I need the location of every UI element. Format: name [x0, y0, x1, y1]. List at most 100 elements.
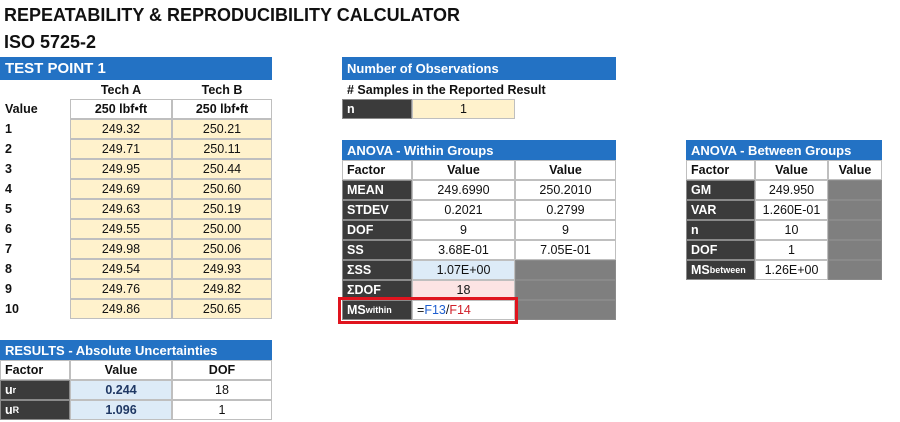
text-part: ΣSS [347, 263, 372, 277]
value-cell: 249.98 [70, 239, 172, 259]
value-cell: 249.86 [70, 299, 172, 319]
factor-cell: ΣSS [342, 260, 412, 280]
empty-cell [828, 180, 882, 200]
value-cell: 1.260E-01 [755, 200, 828, 220]
factor-cell: DOF [686, 240, 755, 260]
value-cell: 249.69 [70, 179, 172, 199]
nominal-cell: 250 lbf•ft [172, 99, 272, 119]
text-part: SS [347, 243, 364, 257]
column-header: Tech B [172, 80, 272, 99]
section-header: ANOVA - Between Groups [686, 140, 882, 160]
empty-cell [515, 300, 616, 320]
text-part: ΣDOF [347, 283, 381, 297]
row-number: 6 [5, 222, 12, 236]
value-cell: 250.60 [172, 179, 272, 199]
value-cell: 250.19 [172, 199, 272, 219]
column-header: Value [828, 160, 882, 180]
value-cell: 249.63 [70, 199, 172, 219]
row-number: 10 [5, 302, 19, 316]
empty-cell [828, 240, 882, 260]
value-cell: 1 [172, 400, 272, 420]
section-header: RESULTS - Absolute Uncertainties [0, 340, 272, 360]
row-number: 8 [5, 262, 12, 276]
text-part: MEAN [347, 183, 384, 197]
factor-cell: MS between [686, 260, 755, 280]
empty-cell [828, 220, 882, 240]
column-header: Value [70, 360, 172, 380]
value-cell: 250.00 [172, 219, 272, 239]
column-header: Value [755, 160, 828, 180]
factor-cell: n [342, 99, 412, 119]
row-number: 5 [5, 202, 12, 216]
value-cell: 249.55 [70, 219, 172, 239]
value-cell: 249.82 [172, 279, 272, 299]
factor-cell: n [686, 220, 755, 240]
row-number: 4 [5, 182, 12, 196]
column-header: Value [412, 160, 515, 180]
row-label: Value [5, 102, 38, 116]
column-header: Factor [342, 160, 412, 180]
empty-cell [515, 260, 616, 280]
factor-cell: STDEV [342, 200, 412, 220]
value-cell: 249.950 [755, 180, 828, 200]
row-number: 3 [5, 162, 12, 176]
value-cell: 250.21 [172, 119, 272, 139]
formula-cell: = F13/F14 [412, 300, 515, 320]
input-cell: 1 [412, 99, 515, 119]
label: # Samples in the Reported Result [342, 80, 616, 99]
value-cell: 1 [755, 240, 828, 260]
factor-cell: DOF [342, 220, 412, 240]
value-cell: 250.44 [172, 159, 272, 179]
row-number: 2 [5, 142, 12, 156]
value-cell: 249.95 [70, 159, 172, 179]
text-part: u [5, 403, 13, 417]
section-header: ANOVA - Within Groups [342, 140, 616, 160]
text-part: STDEV [347, 203, 389, 217]
section-header: TEST POINT 1 [0, 57, 272, 80]
text-part: F13 [424, 303, 446, 317]
value-cell: 1.096 [70, 400, 172, 420]
empty-cell [828, 200, 882, 220]
nominal-cell: 250 lbf•ft [70, 99, 172, 119]
text-part: within [365, 305, 392, 315]
section-header: Number of Observations [342, 57, 616, 80]
value-cell: 9 [412, 220, 515, 240]
value-cell: 3.68E-01 [412, 240, 515, 260]
value-cell: 250.06 [172, 239, 272, 259]
value-cell: 250.2010 [515, 180, 616, 200]
text-part: r [12, 385, 17, 395]
text-part: MS [691, 263, 710, 277]
column-header: Tech A [70, 80, 172, 99]
text-part: DOF [691, 243, 718, 257]
value-cell: 249.54 [70, 259, 172, 279]
column-header: Value [515, 160, 616, 180]
value-cell: 10 [755, 220, 828, 240]
value-cell: 249.71 [70, 139, 172, 159]
factor-cell: MS within [342, 300, 412, 320]
text-part: = [417, 303, 425, 317]
row-number: 9 [5, 282, 12, 296]
text-part: / [445, 303, 450, 317]
value-cell: 18 [172, 380, 272, 400]
factor-cell: VAR [686, 200, 755, 220]
value-cell: 249.6990 [412, 180, 515, 200]
subtitle: ISO 5725-2 [4, 32, 97, 52]
text-part: R [12, 405, 20, 415]
value-cell: 1.26E+00 [755, 260, 828, 280]
text-part: DOF [347, 223, 374, 237]
text-part: VAR [691, 203, 717, 217]
column-header: Factor [686, 160, 755, 180]
empty-cell [515, 280, 616, 300]
row-number: 7 [5, 242, 12, 256]
factor-cell: GM [686, 180, 755, 200]
value-cell: 1.07E+00 [412, 260, 515, 280]
text-part: GM [691, 183, 712, 197]
selection-box[interactable] [338, 297, 518, 324]
column-header: DOF [172, 360, 272, 380]
value-cell: 250.65 [172, 299, 272, 319]
column-header: Factor [0, 360, 70, 380]
empty-cell [828, 260, 882, 280]
